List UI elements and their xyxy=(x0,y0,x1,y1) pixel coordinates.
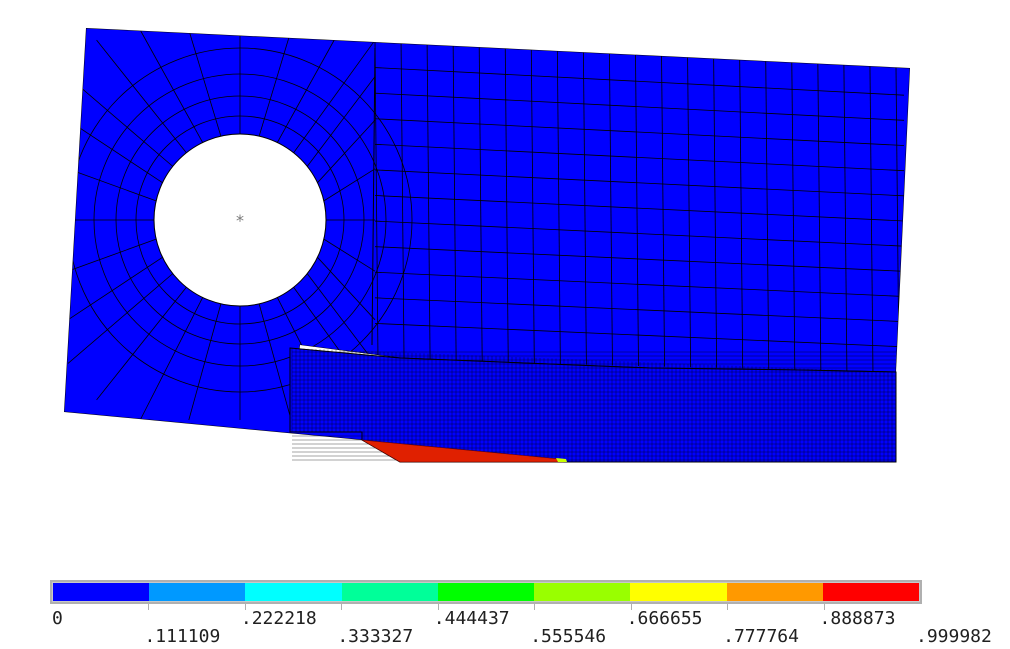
mesh-line xyxy=(374,118,905,146)
mesh-line xyxy=(374,169,905,197)
mesh-line xyxy=(96,286,187,401)
mesh-line xyxy=(258,29,292,137)
mesh-line xyxy=(374,195,905,222)
legend-tick-label: .111109 xyxy=(144,626,221,647)
legend-swatch-7 xyxy=(726,583,823,601)
mesh-line xyxy=(765,60,770,370)
mesh-line xyxy=(374,323,905,348)
pin-hole xyxy=(153,133,327,307)
fine-mesh-region xyxy=(289,347,897,463)
mesh-line xyxy=(317,257,376,321)
mesh-line xyxy=(374,246,905,272)
mesh-line xyxy=(96,39,187,154)
mesh-line xyxy=(713,58,718,368)
mesh-line xyxy=(556,50,561,365)
legend-divider xyxy=(630,604,632,610)
mesh-line xyxy=(276,29,341,143)
mesh-line xyxy=(400,43,405,361)
mesh-line xyxy=(452,45,457,362)
mesh-ring xyxy=(115,95,365,345)
legend-divider xyxy=(534,604,536,610)
coarse-mesh xyxy=(63,27,911,441)
legend-tick-label: 0 xyxy=(52,608,63,629)
legend-tick-label: .999982 xyxy=(916,626,992,647)
mesh-line xyxy=(139,297,204,421)
mesh-line xyxy=(374,271,905,297)
mesh-line xyxy=(739,59,744,369)
legend-swatch-8 xyxy=(822,583,919,601)
legend-divider xyxy=(727,604,729,610)
mesh-line xyxy=(67,76,174,167)
legend-divider xyxy=(823,604,825,610)
mesh-line xyxy=(67,256,163,321)
mesh-line xyxy=(374,220,905,247)
legend-divider xyxy=(437,604,439,610)
mesh-line xyxy=(426,44,431,362)
mesh-line xyxy=(323,168,376,202)
legend-tick-label: .222218 xyxy=(240,608,317,629)
mesh-ring xyxy=(135,115,345,325)
mesh-line xyxy=(374,143,905,172)
mesh-line xyxy=(67,238,157,272)
color-legend-bar xyxy=(50,580,922,604)
legend-divider xyxy=(244,604,246,610)
legend-divider xyxy=(341,604,343,610)
mesh-line xyxy=(374,297,905,323)
center-marker-symbol: * xyxy=(236,211,244,230)
mesh-line xyxy=(374,92,905,121)
mesh-line xyxy=(371,47,376,346)
mesh-line xyxy=(504,48,509,364)
legend-divider xyxy=(148,604,150,610)
legend-tick-label: .444437 xyxy=(433,608,510,629)
mesh-line xyxy=(67,273,174,364)
legend-swatch-6 xyxy=(630,583,727,601)
mesh-line xyxy=(374,42,379,361)
mesh-line xyxy=(67,119,163,184)
mesh-line xyxy=(478,47,483,363)
legend-tick-label: .777764 xyxy=(723,626,799,647)
legend-swatch-3 xyxy=(341,583,438,601)
legend-tick-label: .666655 xyxy=(626,608,703,629)
mesh-line xyxy=(530,49,535,364)
legend-swatch-1 xyxy=(149,583,246,601)
mesh-ring xyxy=(93,73,387,367)
legend-swatch-5 xyxy=(534,583,631,601)
mesh-line xyxy=(317,119,376,183)
mesh-line xyxy=(139,29,204,143)
legend-swatch-0 xyxy=(53,583,150,601)
legend-tick-label: .888873 xyxy=(819,608,896,629)
legend-swatch-4 xyxy=(437,583,535,601)
legend-swatch-2 xyxy=(245,583,342,601)
contour-plot: * xyxy=(63,27,911,463)
mesh-line xyxy=(67,168,157,202)
mesh-line xyxy=(188,29,222,137)
mesh-line xyxy=(374,67,905,96)
legend-tick-label: .555546 xyxy=(530,626,607,647)
legend-tick-label: .333327 xyxy=(337,626,414,647)
mesh-line xyxy=(323,238,376,272)
mesh-line xyxy=(293,39,376,153)
contact-zone-tip xyxy=(556,458,567,462)
